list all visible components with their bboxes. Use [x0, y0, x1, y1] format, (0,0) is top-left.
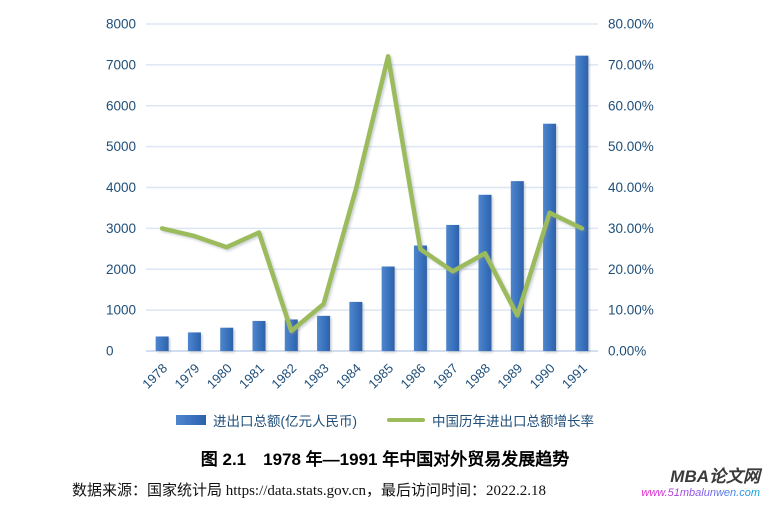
- y-axis-right-tick-30.00%: 30.00%: [608, 221, 654, 236]
- line-series-swatch-icon: [387, 417, 425, 423]
- chart-legend: 进出口总额(亿元人民币) 中国历年进出口总额增长率: [0, 408, 770, 432]
- x-axis-label-1988: 1988: [462, 361, 493, 392]
- y-axis-right-tick-0.00%: 0.00%: [608, 344, 646, 359]
- x-axis-label-1980: 1980: [204, 361, 235, 392]
- x-axis-label-1983: 1983: [301, 361, 332, 392]
- legend-item-growth-rate: 中国历年进出口总额增长率: [387, 410, 594, 430]
- x-axis-label-1987: 1987: [430, 361, 461, 392]
- y-axis-left-tick-2000: 2000: [106, 262, 136, 277]
- x-axis-label-1991: 1991: [559, 361, 590, 392]
- legend-label-import-export-total: 进出口总额(亿元人民币): [213, 414, 357, 429]
- x-axis-label-1984: 1984: [333, 361, 364, 392]
- x-axis-label-1986: 1986: [397, 361, 428, 392]
- x-axis-label-1979: 1979: [171, 361, 202, 392]
- data-source-note: 数据来源：国家统计局 https://data.stats.gov.cn，最后访…: [72, 483, 547, 499]
- legend-label-growth-rate: 中国历年进出口总额增长率: [432, 414, 594, 429]
- x-axis-label-1990: 1990: [527, 361, 558, 392]
- y-axis-right-tick-20.00%: 20.00%: [608, 262, 654, 277]
- y-axis-right-tick-10.00%: 10.00%: [608, 303, 654, 318]
- x-axis-label-1982: 1982: [268, 361, 299, 392]
- bar-1988: [478, 194, 492, 351]
- legend-item-import-export-total: 进出口总额(亿元人民币): [176, 410, 357, 430]
- bar-1983: [317, 315, 331, 351]
- y-axis-left-tick-5000: 5000: [106, 139, 136, 154]
- figure-caption: 图 2.1 1978 年—1991 年中国对外贸易发展趋势: [200, 450, 570, 469]
- x-axis-label-1989: 1989: [494, 361, 525, 392]
- bar-1981: [252, 320, 266, 351]
- y-axis-right-tick-80.00%: 80.00%: [608, 17, 654, 32]
- y-axis-left-tick-4000: 4000: [106, 180, 136, 195]
- chart-canvas: 0 0.00% 1000 10.00% 2000 20.00% 3000 30.00% 4000…: [106, 17, 654, 392]
- watermark-brand: MBA论文网: [670, 467, 760, 486]
- x-axis-label-1985: 1985: [365, 361, 396, 392]
- bar-1985: [381, 266, 395, 351]
- bar-1984: [349, 301, 363, 351]
- x-axis-label-1978: 1978: [139, 361, 170, 392]
- x-axis-label-1981: 1981: [236, 361, 267, 392]
- bar-1978: [155, 336, 169, 351]
- bar-1986: [413, 245, 427, 351]
- bar-1989: [510, 181, 524, 351]
- y-axis-right-tick-50.00%: 50.00%: [608, 139, 654, 154]
- y-axis-left-tick-0: 0: [106, 344, 114, 359]
- bar-1990: [543, 123, 557, 351]
- y-axis-right-tick-60.00%: 60.00%: [608, 98, 654, 113]
- watermark-url: www.51mbalunwen.com: [641, 486, 760, 499]
- y-axis-left-tick-1000: 1000: [106, 303, 136, 318]
- y-axis-right-tick-40.00%: 40.00%: [608, 180, 654, 195]
- trade-trend-chart: 0 0.00% 1000 10.00% 2000 20.00% 3000 30.00% 4000…: [106, 17, 654, 392]
- y-axis-right-tick-70.00%: 70.00%: [608, 57, 654, 72]
- y-axis-left-tick-6000: 6000: [106, 98, 136, 113]
- bar-1980: [220, 327, 234, 351]
- bar-1979: [187, 332, 201, 351]
- bar-series-swatch-icon: [176, 415, 206, 425]
- bar-1991: [575, 55, 589, 352]
- watermark: MBA论文网 www.51mbalunwen.com: [641, 467, 760, 499]
- growth-rate-line: [159, 54, 585, 334]
- bar-1987: [446, 224, 460, 351]
- y-axis-left-tick-7000: 7000: [106, 57, 136, 72]
- y-axis-left-tick-3000: 3000: [106, 221, 136, 236]
- y-axis-left-tick-8000: 8000: [106, 17, 136, 32]
